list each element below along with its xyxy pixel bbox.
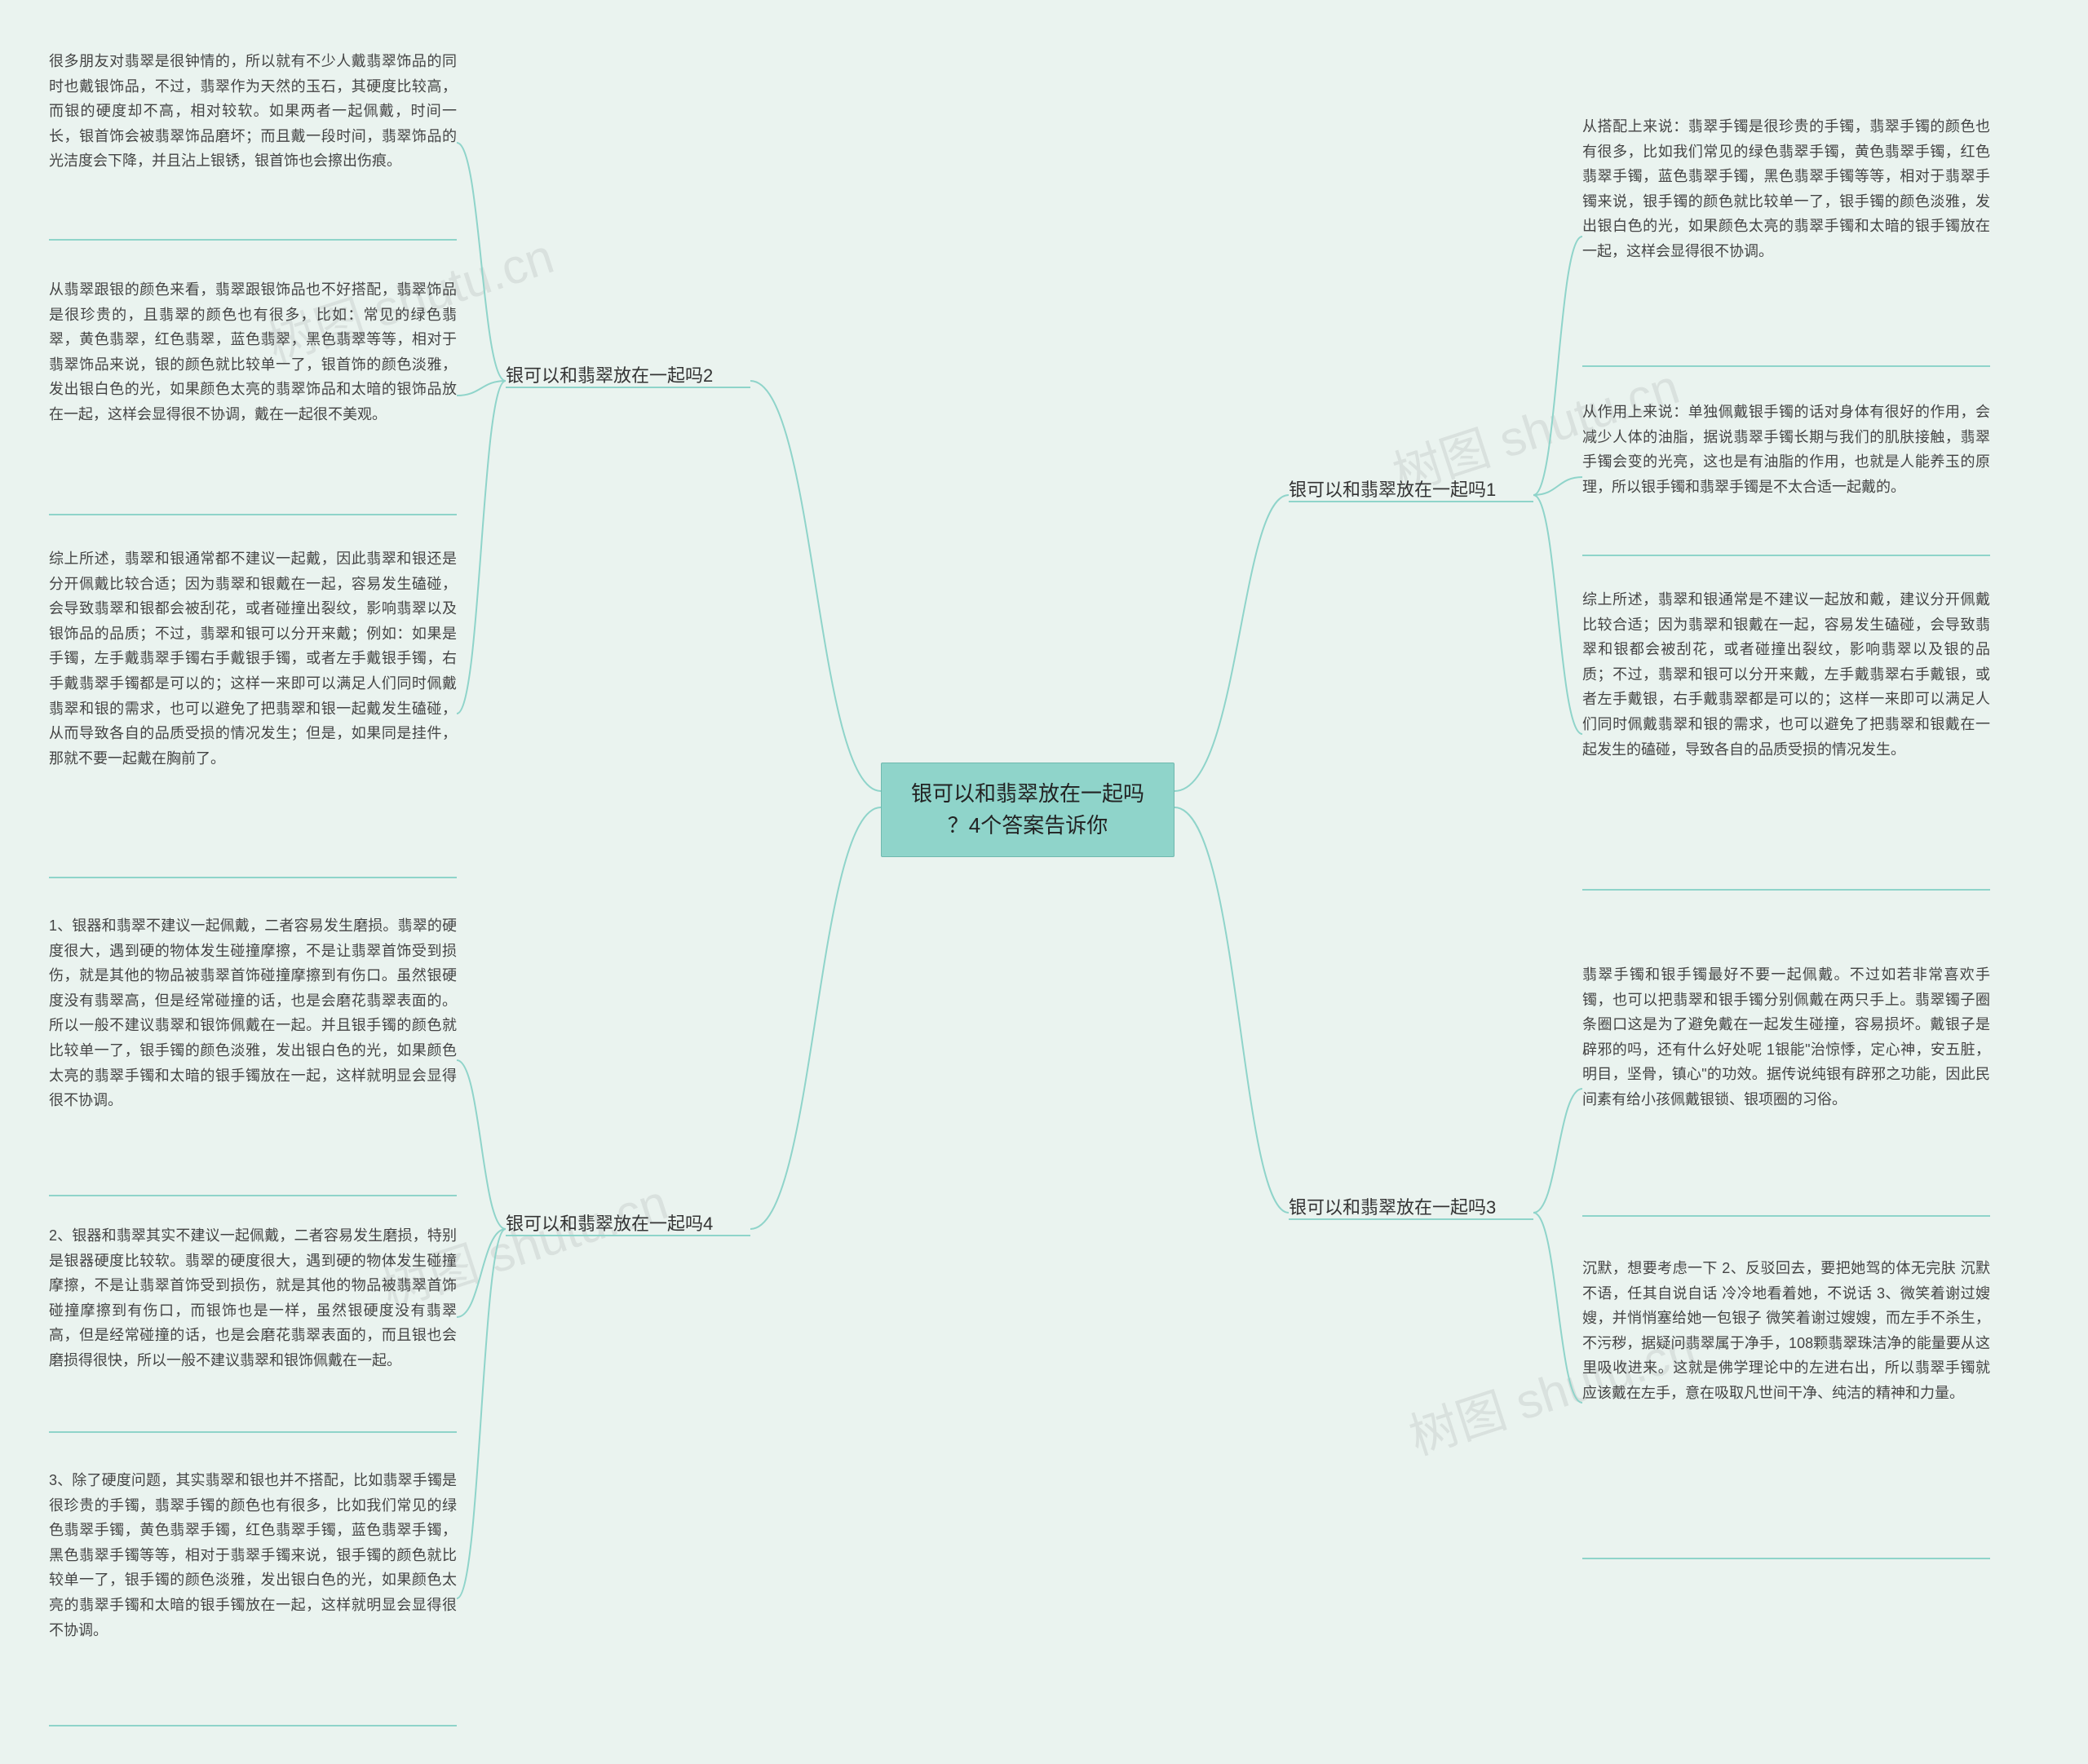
branch-l2-label[interactable]: 银可以和翡翠放在一起吗2 xyxy=(506,361,713,387)
leaf-node: 很多朋友对翡翠是很钟情的，所以就有不少人戴翡翠饰品的同时也戴银饰品，不过，翡翠作… xyxy=(49,49,457,174)
center-node[interactable]: 银可以和翡翠放在一起吗 ？4个答案告诉你 xyxy=(881,763,1174,857)
leaf-node: 3、除了硬度问题，其实翡翠和银也并不搭配，比如翡翠手镯是很珍贵的手镯，翡翠手镯的… xyxy=(49,1468,457,1642)
leaf-underline xyxy=(49,1431,457,1433)
leaf-node: 综上所述，翡翠和银通常都不建议一起戴，因此翡翠和银还是分开佩戴比较合适；因为翡翠… xyxy=(49,546,457,771)
leaf-node: 从翡翠跟银的颜色来看，翡翠跟银饰品也不好搭配，翡翠饰品是很珍贵的，且翡翠的颜色也… xyxy=(49,277,457,427)
branch-underline xyxy=(1289,501,1533,502)
leaf-node: 2、银器和翡翠其实不建议一起佩戴，二者容易发生磨损，特别是银器硬度比较软。翡翠的… xyxy=(49,1223,457,1373)
branch-r1-label[interactable]: 银可以和翡翠放在一起吗1 xyxy=(1289,475,1496,502)
leaf-node: 从作用上来说：单独佩戴银手镯的话对身体有很好的作用，会减少人体的油脂，据说翡翠手… xyxy=(1582,400,1990,499)
branch-l4-label[interactable]: 银可以和翡翠放在一起吗4 xyxy=(506,1209,713,1236)
leaf-underline xyxy=(49,1195,457,1196)
center-title-line2: ？4个答案告诉你 xyxy=(948,813,1108,838)
branch-underline xyxy=(1289,1218,1533,1220)
leaf-underline xyxy=(49,239,457,241)
leaf-node: 从搭配上来说：翡翠手镯是很珍贵的手镯，翡翠手镯的颜色也有很多，比如我们常见的绿色… xyxy=(1582,114,1990,264)
leaf-node: 翡翠手镯和银手镯最好不要一起佩戴。不过如若非常喜欢手镯，也可以把翡翠和银手镯分别… xyxy=(1582,962,1990,1112)
leaf-underline xyxy=(1582,1215,1990,1217)
leaf-underline xyxy=(1582,889,1990,891)
center-title-line1: 银可以和翡翠放在一起吗 xyxy=(911,781,1144,806)
leaf-node: 沉默，想要考虑一下 2、反驳回去，要把她驾的体无完肤 沉默不语，任其自说自话 冷… xyxy=(1582,1256,1990,1406)
branch-r3-label[interactable]: 银可以和翡翠放在一起吗3 xyxy=(1289,1193,1496,1219)
branch-underline xyxy=(506,387,750,388)
leaf-node: 综上所述，翡翠和银通常是不建议一起放和戴，建议分开佩戴比较合适；因为翡翠和银戴在… xyxy=(1582,587,1990,762)
leaf-underline xyxy=(1582,1558,1990,1559)
leaf-underline xyxy=(1582,555,1990,556)
leaf-underline xyxy=(49,514,457,515)
branch-underline xyxy=(506,1235,750,1236)
leaf-node: 1、银器和翡翠不建议一起佩戴，二者容易发生磨损。翡翠的硬度很大，遇到硬的物体发生… xyxy=(49,913,457,1113)
leaf-underline xyxy=(49,877,457,878)
leaf-underline xyxy=(1582,365,1990,367)
leaf-underline xyxy=(49,1725,457,1726)
